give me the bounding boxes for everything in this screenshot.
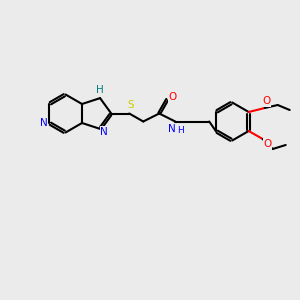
Text: O: O: [262, 96, 271, 106]
Text: N: N: [168, 124, 176, 134]
Text: O: O: [264, 139, 272, 149]
Text: S: S: [127, 100, 134, 110]
Text: N: N: [40, 118, 48, 128]
Text: O: O: [168, 92, 176, 103]
Text: H: H: [96, 85, 104, 95]
Text: N: N: [100, 127, 108, 137]
Text: H: H: [177, 126, 184, 135]
